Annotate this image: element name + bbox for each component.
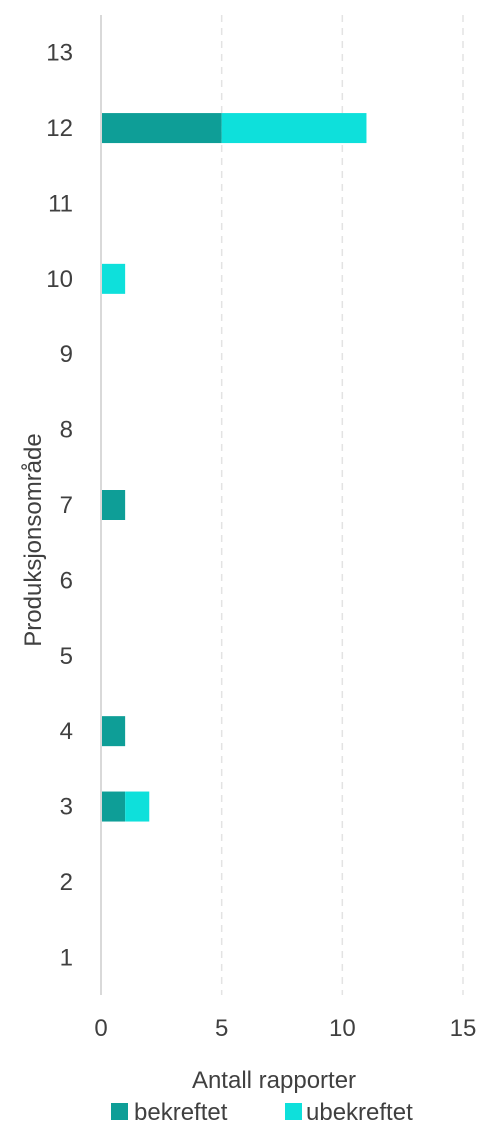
legend-label-ubekreftet: ubekreftet	[306, 1099, 413, 1126]
y-tick-label: 7	[60, 492, 73, 519]
y-tick-label: 10	[46, 266, 73, 293]
y-tick-label: 3	[60, 794, 73, 821]
x-tick-label: 5	[215, 1015, 228, 1042]
legend-swatch-bekreftet	[111, 1103, 128, 1120]
bar-bekreftet-12	[101, 113, 222, 144]
x-tick-label: 10	[329, 1015, 356, 1042]
legend: bekreftet ubekreftet	[111, 1099, 413, 1126]
y-tick-label: 11	[48, 190, 73, 217]
y-tick-label: 9	[60, 341, 73, 368]
bar-bekreftet-3	[101, 791, 126, 822]
y-tick-label: 12	[46, 115, 73, 142]
bars	[101, 113, 367, 822]
legend-label-bekreftet: bekreftet	[134, 1099, 228, 1126]
y-tick-label: 5	[60, 643, 73, 670]
y-tick-label: 2	[60, 869, 73, 896]
y-tick-label: 8	[60, 417, 73, 444]
y-tick-label: 13	[46, 40, 73, 67]
bar-ubekreftet-12	[221, 113, 367, 144]
y-tick-label: 6	[60, 567, 73, 594]
legend-swatch-ubekreftet	[285, 1103, 302, 1120]
x-axis-title: Antall rapporter	[192, 1067, 356, 1094]
x-tick-label: 15	[450, 1015, 477, 1042]
y-axis-title: Produksjonsområde	[20, 433, 47, 646]
grid-lines	[220, 15, 464, 995]
bar-ubekreftet-3	[125, 791, 150, 822]
x-tick-labels: 0 5 10 15	[94, 1015, 476, 1042]
bar-bekreftet-7	[101, 490, 126, 520]
bar-ubekreftet-10	[101, 263, 126, 294]
y-tick-label: 4	[60, 718, 73, 745]
bar-bekreftet-4	[101, 716, 126, 747]
y-tick-label: 1	[60, 944, 73, 971]
x-tick-label: 0	[94, 1015, 107, 1042]
